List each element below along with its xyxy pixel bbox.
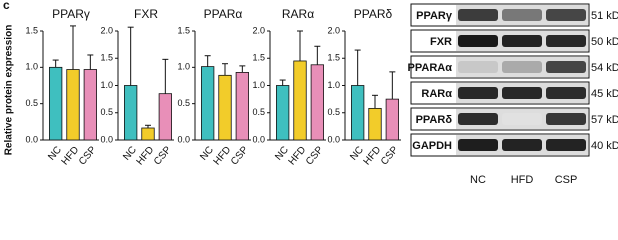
blot-band — [458, 9, 498, 21]
blot-size: 50 kD — [591, 36, 618, 48]
x-tick-label: HFD — [362, 145, 384, 168]
y-tick-label: 1.5 — [100, 53, 113, 63]
bar — [49, 66, 63, 141]
y-tick-label: 1.0 — [25, 62, 38, 72]
chart-title: PPARγ — [52, 7, 90, 21]
bar — [235, 72, 249, 141]
chart-title: RARα — [282, 7, 314, 21]
y-tick-label: 0.0 — [25, 134, 38, 144]
blot-band — [546, 113, 586, 125]
y-tick-label: 0.5 — [25, 98, 38, 108]
blot-row-label: PPARγ — [416, 10, 453, 22]
x-tick-label: CSP — [152, 144, 174, 167]
x-tick-label: CSP — [379, 144, 401, 167]
blot-band — [502, 35, 542, 47]
bar — [310, 64, 324, 141]
blot-lane-label: HFD — [511, 174, 534, 186]
blot-lane-label: NC — [470, 174, 486, 186]
y-tick-label: 1.0 — [327, 80, 340, 90]
bar — [276, 85, 290, 141]
panel-label: c — [3, 0, 10, 12]
y-tick-label: 0.5 — [177, 98, 190, 108]
blot-size: 51 kD — [591, 10, 618, 22]
blot-size: 57 kD — [591, 114, 618, 126]
bar — [66, 69, 80, 141]
y-tick-label: 1.0 — [100, 80, 113, 90]
bar — [218, 74, 232, 141]
blot-band — [546, 61, 586, 73]
blot-row-label: RARα — [421, 88, 452, 100]
y-tick-label: 1.5 — [177, 25, 190, 35]
blot-lane-label: CSP — [555, 174, 578, 186]
y-tick-label: 1.5 — [252, 53, 265, 63]
y-tick-label: 1.0 — [177, 62, 190, 72]
y-tick-label: 2.0 — [252, 25, 265, 35]
blot-row-label: PPARδ — [416, 114, 453, 126]
blot-band — [502, 87, 542, 99]
y-tick-label: 0.5 — [327, 107, 340, 117]
bar — [141, 127, 155, 141]
blot-band — [546, 139, 586, 151]
chart-title: FXR — [134, 7, 158, 21]
x-tick-label: HFD — [60, 145, 82, 168]
blot-row-label: GAPDH — [412, 140, 452, 152]
blot-band — [546, 9, 586, 21]
figure: c Relative protein expression PPARγ 0.0 0.… — [3, 0, 618, 186]
blot-band — [458, 113, 498, 125]
blot-band — [502, 113, 542, 125]
y-tick-label: 0.0 — [100, 134, 113, 144]
blot-size: 40 kD — [591, 140, 618, 152]
y-tick-label: 1.5 — [327, 53, 340, 63]
bar — [124, 85, 138, 141]
blot-band — [502, 61, 542, 73]
y-tick-label: 0.5 — [252, 107, 265, 117]
chart-title: PPARα — [204, 7, 243, 21]
x-tick-label: HFD — [212, 145, 234, 168]
blot-band — [458, 35, 498, 47]
bar — [83, 69, 97, 141]
bar — [351, 85, 365, 141]
blot-band — [546, 87, 586, 99]
x-tick-label: CSP — [77, 144, 99, 167]
blot-band — [502, 9, 542, 21]
blot-row-label: PPARAα — [408, 62, 453, 74]
bar — [158, 93, 172, 141]
bar — [385, 98, 399, 141]
blot-row-label: FXR — [430, 36, 452, 48]
y-tick-label: 1.0 — [252, 80, 265, 90]
y-tick-label: 0.0 — [177, 134, 190, 144]
blot-size: 54 kD — [591, 62, 618, 74]
y-tick-label: 1.5 — [25, 25, 38, 35]
blot-band — [458, 139, 498, 151]
y-tick-label: 0.5 — [100, 107, 113, 117]
y-tick-label: 0.0 — [252, 134, 265, 144]
blot-band — [458, 87, 498, 99]
chart-title: PPARδ — [354, 7, 393, 21]
y-tick-label: 0.0 — [327, 134, 340, 144]
blot-band — [546, 35, 586, 47]
blot-band — [502, 139, 542, 151]
bar — [368, 107, 382, 141]
x-tick-label: CSP — [229, 144, 251, 167]
y-axis-label: Relative protein expression — [4, 25, 15, 156]
x-tick-label: HFD — [287, 145, 309, 168]
blot-size: 45 kD — [591, 88, 618, 100]
blot-band — [458, 61, 498, 73]
y-tick-label: 2.0 — [327, 25, 340, 35]
x-tick-label: HFD — [135, 145, 157, 168]
bar — [201, 66, 215, 141]
x-tick-label: CSP — [304, 144, 326, 167]
y-tick-label: 2.0 — [100, 25, 113, 35]
bar — [293, 60, 307, 141]
